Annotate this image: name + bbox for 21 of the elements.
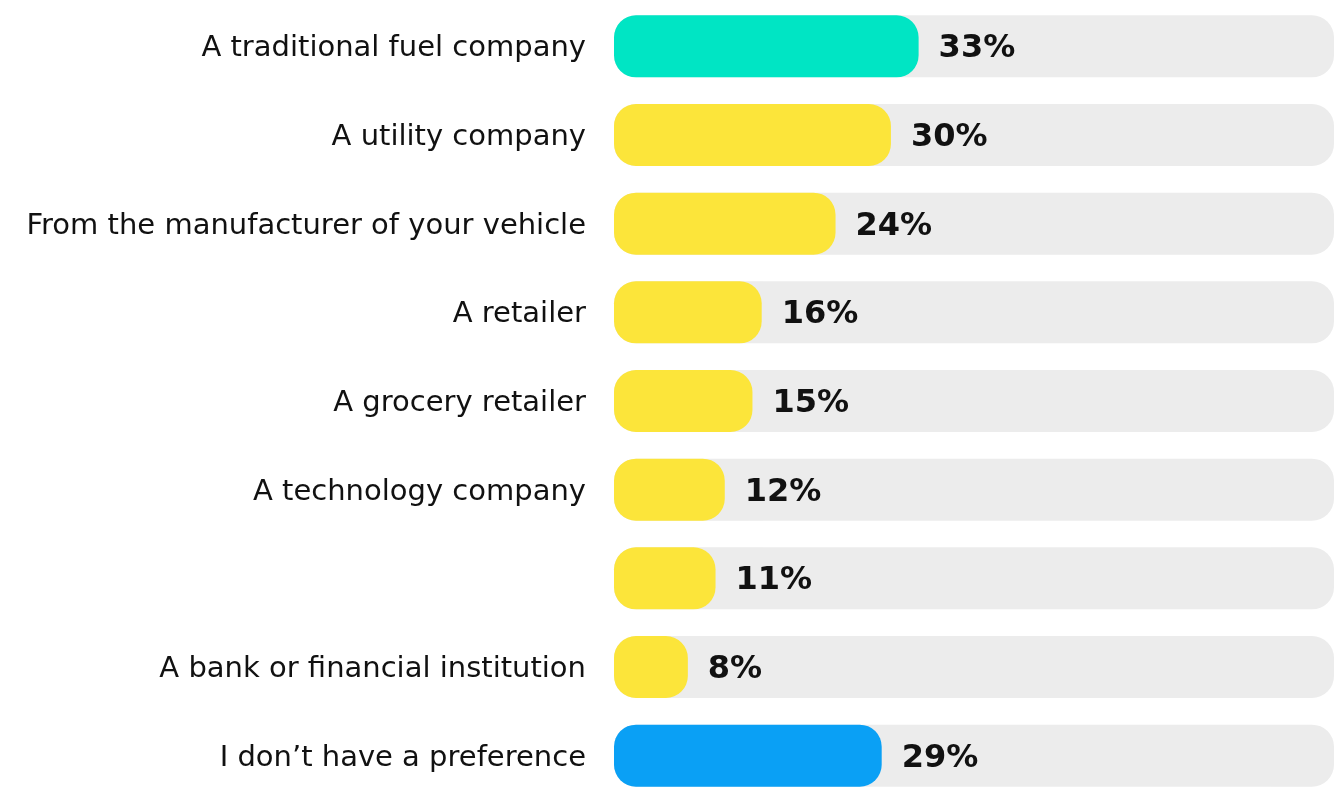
- y-tick-label: A technology company: [253, 472, 586, 507]
- y-tick-label: I don’t have a preference: [219, 738, 586, 773]
- y-tick-label: A bank or financial institution: [159, 650, 586, 684]
- y-tick-label: A retailer: [452, 295, 587, 330]
- data-label: 16%: [781, 293, 859, 332]
- data-label: 33%: [938, 27, 1016, 66]
- y-tick-label: A utility company: [331, 118, 586, 152]
- y-tick-label: A grocery retailer: [333, 384, 587, 418]
- y-tick-label: From the manufacturer of your vehicle: [26, 206, 586, 241]
- data-label: 8%: [707, 648, 763, 686]
- data-label: 30%: [910, 116, 988, 154]
- y-tick-label: A traditional fuel company: [201, 29, 586, 64]
- bar: [614, 458, 725, 521]
- data-label: 15%: [772, 382, 850, 420]
- bar: [614, 370, 753, 432]
- data-label: 11%: [735, 559, 813, 598]
- data-label: 12%: [744, 470, 822, 509]
- bar: [614, 281, 762, 344]
- data-label: 29%: [901, 736, 979, 775]
- bar: [614, 547, 716, 610]
- data-label: 24%: [855, 204, 933, 243]
